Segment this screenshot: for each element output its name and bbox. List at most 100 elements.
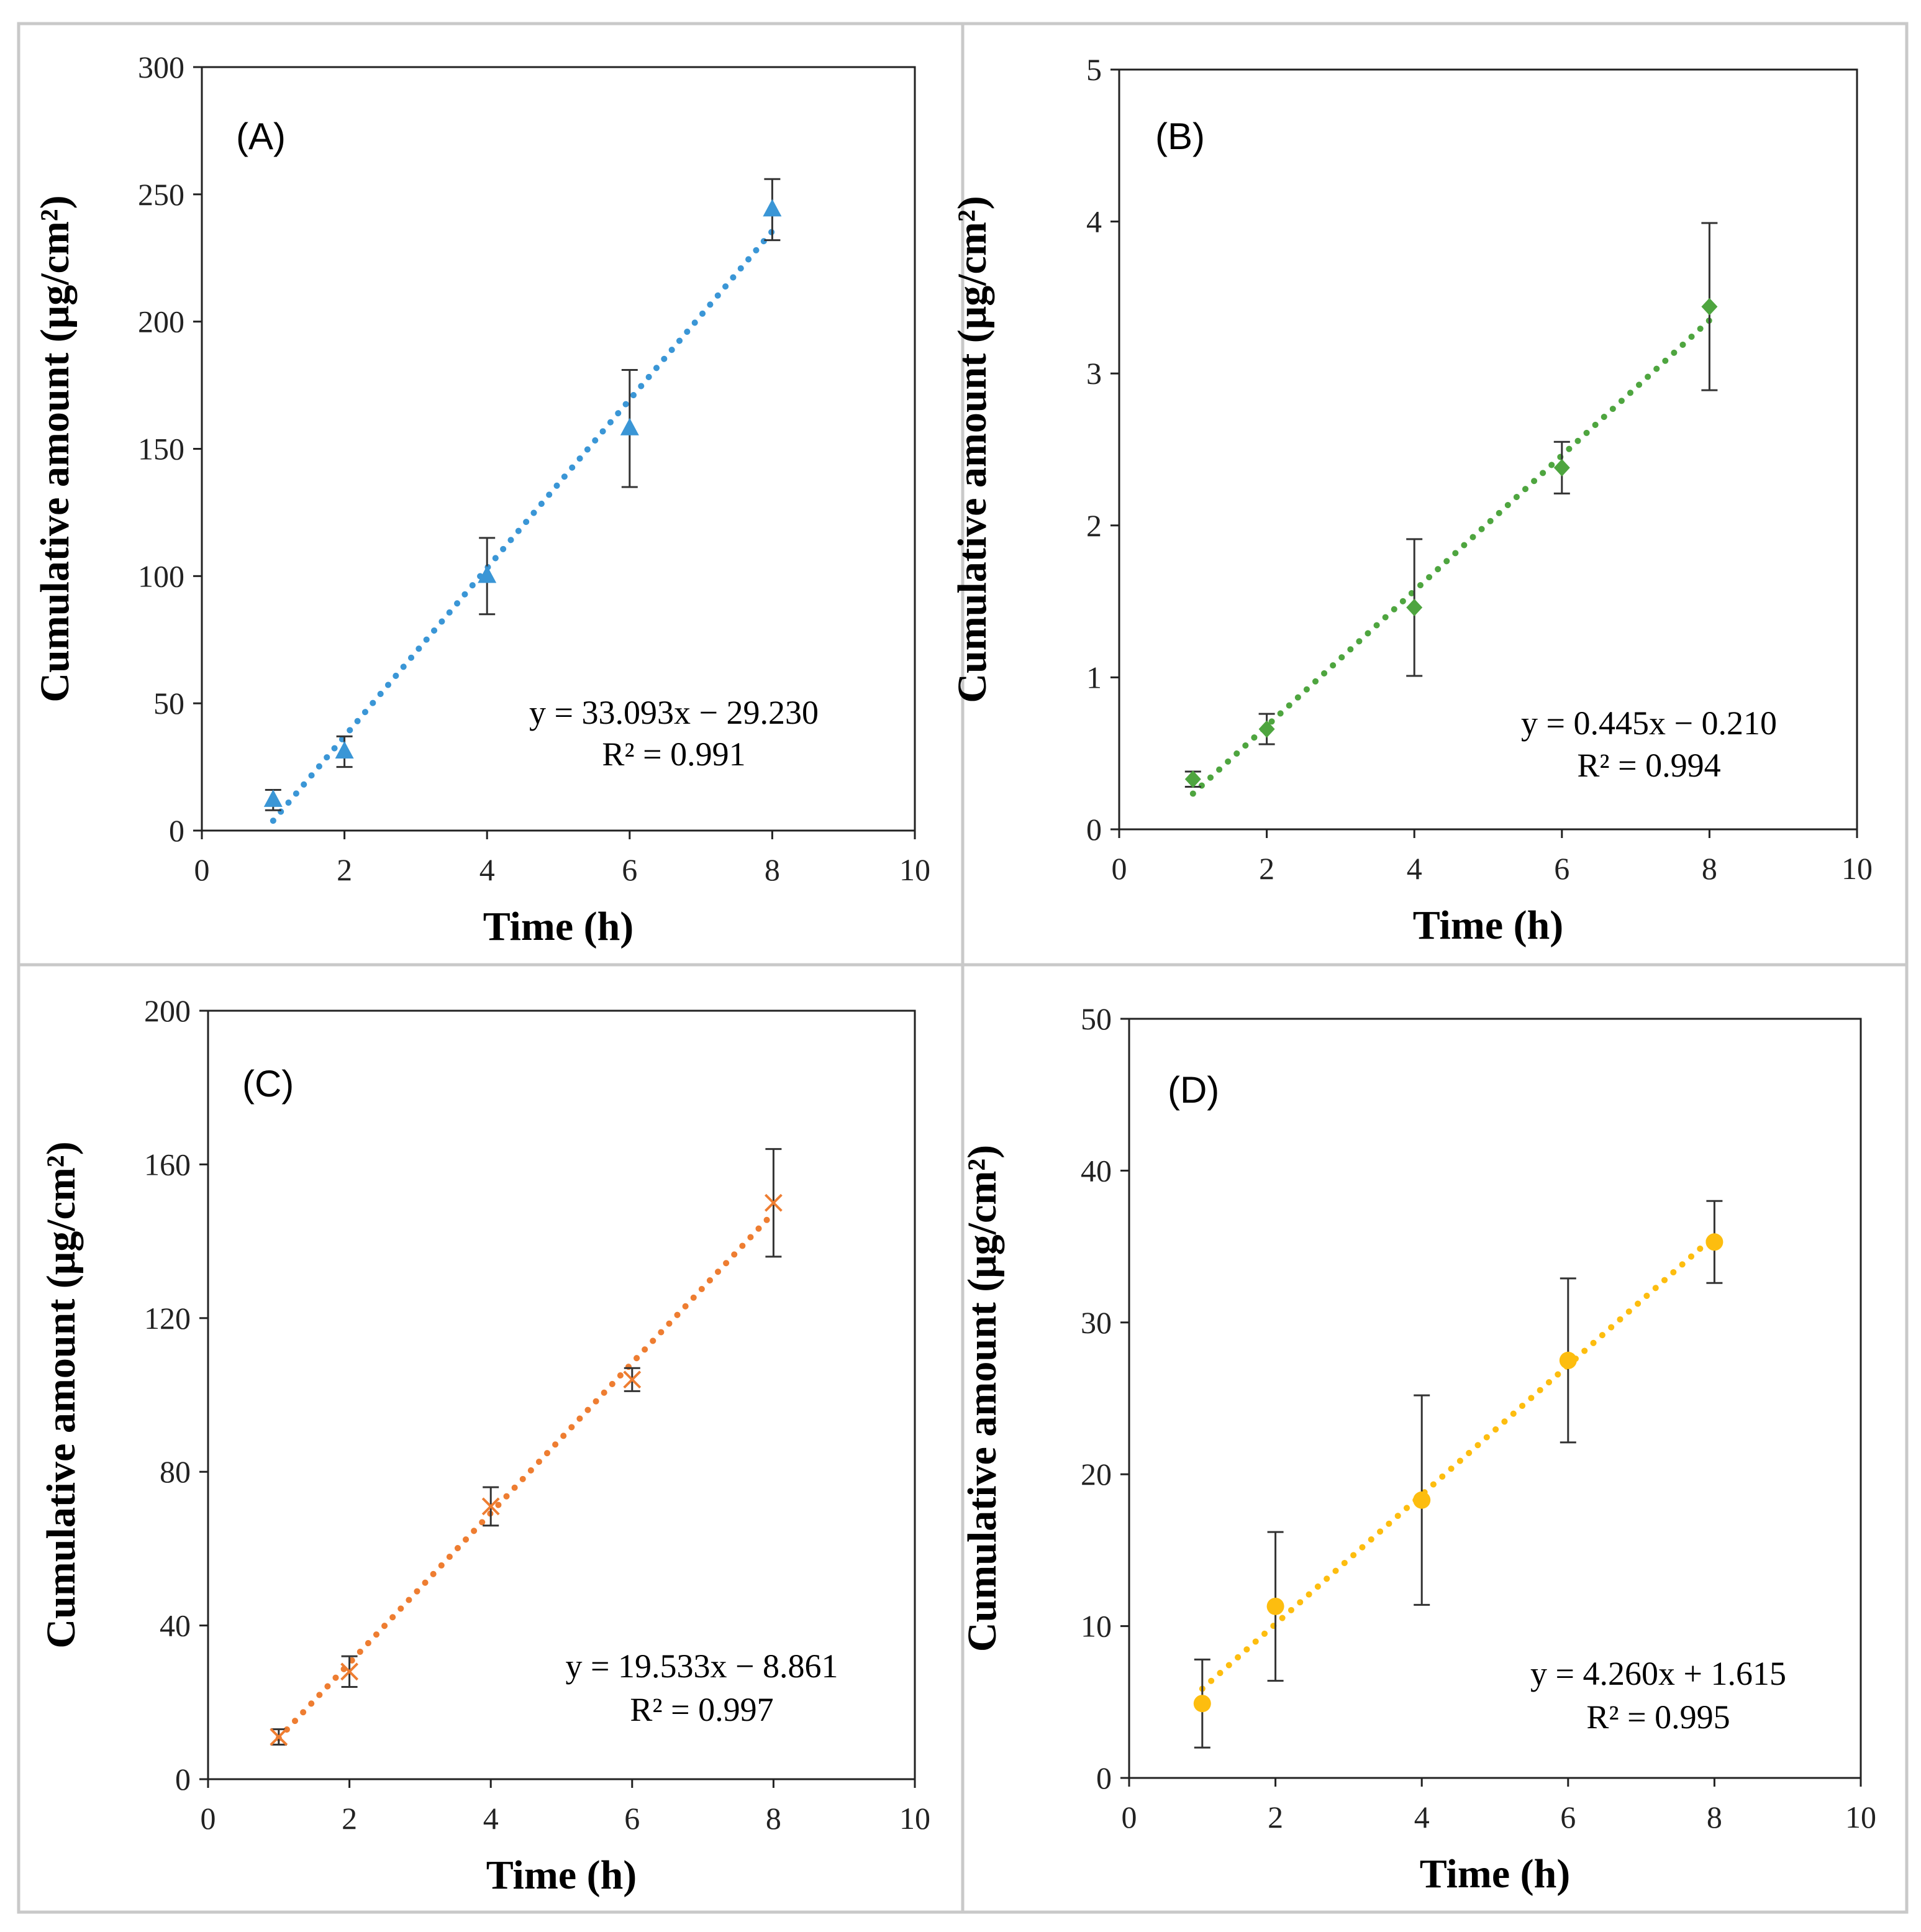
trendline bbox=[270, 228, 776, 824]
data-point bbox=[270, 1728, 288, 1746]
y-tick-label: 3 bbox=[1086, 356, 1102, 391]
chart-panel-b: 0 1 2 3 4 5 0 2 4 6 8 10 Time (h) Cumulative amount (… bbox=[950, 52, 1873, 948]
x-tick-label: 2 bbox=[337, 852, 352, 887]
data-point bbox=[1553, 458, 1570, 476]
y-tick-label: 300 bbox=[138, 50, 184, 84]
data-point bbox=[1701, 298, 1718, 316]
y-tick-label: 50 bbox=[153, 686, 184, 721]
data-point bbox=[1266, 1597, 1284, 1615]
y-tick-label: 2 bbox=[1086, 508, 1102, 543]
y-tick-label: 120 bbox=[144, 1301, 191, 1336]
data-point bbox=[335, 741, 354, 759]
y-tick-label: 30 bbox=[1081, 1305, 1112, 1340]
x-tick-label: 8 bbox=[1707, 1800, 1722, 1834]
x-tick-label: 8 bbox=[766, 1801, 781, 1836]
plot-area bbox=[1128, 1018, 1862, 1779]
x-tick-label: 10 bbox=[1845, 1800, 1876, 1834]
x-tick-label: 6 bbox=[622, 852, 637, 887]
x-tick-label: 8 bbox=[765, 852, 780, 887]
data-point bbox=[1406, 598, 1423, 616]
panel-label: (C) bbox=[242, 1063, 294, 1105]
x-tick-label: 0 bbox=[194, 852, 210, 887]
y-axis-title: Cumulative amount (μg/cm²) bbox=[32, 195, 78, 702]
y-tick-label: 160 bbox=[144, 1147, 191, 1182]
x-tick-label: 4 bbox=[1414, 1800, 1430, 1834]
x-tick-label: 2 bbox=[1268, 1800, 1283, 1834]
y-tick-label: 5 bbox=[1086, 52, 1102, 87]
y-tick-label: 1 bbox=[1086, 660, 1102, 695]
x-tick-label: 4 bbox=[1407, 851, 1422, 886]
y-tick-label: 4 bbox=[1086, 204, 1102, 239]
plot-area bbox=[207, 1009, 916, 1780]
x-axis-title: Time (h) bbox=[1420, 1851, 1571, 1897]
data-point bbox=[623, 1370, 642, 1389]
y-tick-label: 100 bbox=[138, 558, 184, 593]
trendline bbox=[1199, 1233, 1718, 1692]
data-point bbox=[340, 1662, 359, 1681]
regression-equation: y = 4.260x + 1.615 bbox=[1530, 1655, 1786, 1692]
y-tick-label: 200 bbox=[138, 304, 184, 339]
data-point bbox=[1559, 1351, 1577, 1369]
x-tick-label: 2 bbox=[1259, 851, 1274, 886]
x-axis-title: Time (h) bbox=[486, 1852, 637, 1898]
x-tick-label: 4 bbox=[483, 1801, 499, 1836]
x-tick-label: 0 bbox=[1122, 1800, 1137, 1834]
y-axis-title: Cumulative amount (μg/cm²) bbox=[950, 196, 995, 703]
data-point bbox=[1258, 720, 1275, 738]
data-point bbox=[1413, 1491, 1431, 1509]
panel-label: (A) bbox=[236, 116, 286, 157]
regression-equation: y = 33.093x − 29.230 bbox=[529, 694, 819, 731]
data-point-stroke bbox=[340, 1662, 359, 1681]
panel-label: (B) bbox=[1155, 116, 1205, 157]
y-tick-label: 50 bbox=[1081, 1001, 1112, 1036]
y-tick-label: 0 bbox=[169, 813, 184, 848]
y-tick-label: 250 bbox=[138, 177, 184, 212]
x-axis-title: Time (h) bbox=[483, 904, 634, 949]
data-point bbox=[763, 199, 782, 217]
panel-label: (D) bbox=[1168, 1069, 1219, 1111]
chart-panel-d: 0 10 20 30 40 50 0 2 4 6 8 10 Time (h) Cumulative amo… bbox=[960, 1001, 1876, 1897]
data-point bbox=[1193, 1695, 1211, 1713]
regression-equation: y = 19.533x − 8.861 bbox=[566, 1647, 838, 1685]
data-point-stroke bbox=[270, 1728, 288, 1746]
x-tick-label: 4 bbox=[479, 852, 495, 887]
plot-area bbox=[1118, 68, 1858, 831]
regression-equation: y = 0.445x − 0.210 bbox=[1521, 704, 1777, 742]
r-squared: R² = 0.995 bbox=[1586, 1698, 1730, 1736]
data-point bbox=[263, 789, 283, 807]
data-point-stroke bbox=[623, 1370, 642, 1389]
x-axis-title: Time (h) bbox=[1413, 903, 1564, 948]
x-tick-label: 0 bbox=[201, 1801, 216, 1836]
x-tick-label: 10 bbox=[899, 852, 930, 887]
r-squared: R² = 0.994 bbox=[1577, 747, 1720, 784]
r-squared: R² = 0.991 bbox=[602, 736, 745, 773]
x-tick-label: 8 bbox=[1702, 851, 1717, 886]
trendline bbox=[1189, 317, 1713, 797]
y-tick-label: 40 bbox=[1081, 1153, 1112, 1188]
data-point bbox=[1705, 1233, 1723, 1251]
trendline bbox=[275, 1210, 777, 1741]
x-tick-label: 6 bbox=[624, 1801, 640, 1836]
y-tick-label: 0 bbox=[1096, 1761, 1112, 1795]
y-tick-label: 10 bbox=[1081, 1609, 1112, 1644]
r-squared: R² = 0.997 bbox=[630, 1691, 773, 1728]
y-tick-label: 200 bbox=[144, 993, 191, 1028]
x-tick-label: 6 bbox=[1560, 1800, 1576, 1834]
y-axis-title: Cumulative amount (μg/cm²) bbox=[960, 1145, 1005, 1652]
y-tick-label: 0 bbox=[175, 1762, 191, 1797]
data-point bbox=[620, 417, 639, 435]
x-tick-label: 6 bbox=[1554, 851, 1569, 886]
data-point-stroke bbox=[481, 1497, 500, 1516]
y-tick-label: 0 bbox=[1086, 812, 1102, 847]
data-point bbox=[478, 565, 497, 583]
data-point bbox=[764, 1193, 783, 1212]
x-tick-label: 10 bbox=[899, 1801, 930, 1836]
y-tick-label: 40 bbox=[160, 1608, 191, 1643]
chart-panel-a: 0 50 100 150 200 250 300 0 2 4 6 8 10 Time (h) Cumulat… bbox=[32, 50, 930, 949]
x-tick-label: 0 bbox=[1112, 851, 1127, 886]
chart-panel-c: 0 40 80 120 160 200 0 2 4 6 8 10 Time (h) Cumulative … bbox=[39, 993, 930, 1898]
y-tick-label: 150 bbox=[138, 432, 184, 467]
y-axis-title: Cumulative amount (μg/cm²) bbox=[39, 1141, 84, 1648]
